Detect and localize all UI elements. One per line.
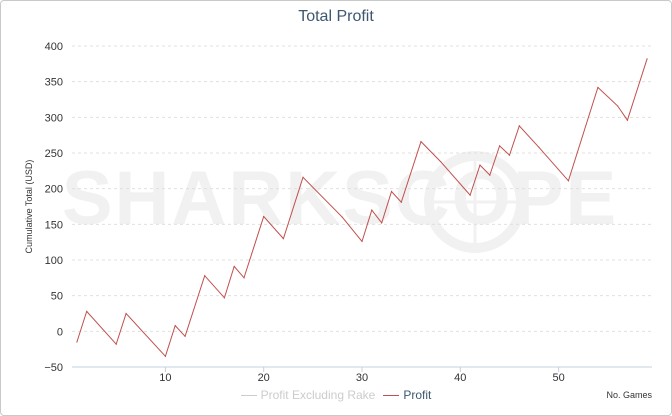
data-point (204, 275, 206, 277)
data-point (223, 297, 225, 299)
data-point (125, 312, 127, 315)
data-point (233, 265, 235, 268)
x-tick-label: 30 (356, 372, 368, 384)
y-tick-label: 200 (45, 184, 63, 196)
data-point (174, 325, 176, 327)
data-point (538, 146, 540, 148)
y-tick-label: 150 (45, 219, 63, 231)
data-point (469, 194, 471, 196)
data-point (567, 180, 570, 182)
series-layer (76, 58, 648, 358)
legend-label-profit-excluding-rake: Profit Excluding Rake (260, 388, 376, 402)
data-point (518, 125, 520, 127)
legend-item-profit-excluding-rake[interactable]: Profit Excluding Rake (240, 388, 376, 402)
data-point (371, 209, 373, 211)
sharkscope-watermark: SHARKSCOPE (62, 151, 618, 253)
y-tick-label: 250 (45, 148, 63, 160)
y-tick-label: 300 (45, 112, 63, 124)
y-tick-label: −50 (44, 362, 63, 374)
data-point (646, 58, 648, 60)
data-point (341, 216, 343, 218)
svg-text:SHARKSCOPE: SHARKSCOPE (62, 156, 618, 241)
legend-swatch-profit (383, 394, 400, 396)
data-point (390, 190, 393, 193)
data-point (508, 154, 511, 156)
y-tick-label: 350 (45, 77, 63, 89)
data-point (361, 240, 363, 243)
data-point (499, 145, 501, 147)
data-point (164, 355, 166, 357)
data-point (381, 222, 383, 224)
x-axis-ticks: 10 20 30 40 50 (159, 367, 565, 384)
x-tick-label: 20 (258, 372, 270, 384)
data-point (420, 140, 422, 143)
chart-title: Total Profit (298, 8, 374, 25)
legend-item-profit[interactable]: Profit (383, 388, 431, 402)
x-tick-label: 50 (552, 372, 564, 384)
data-point (282, 238, 284, 240)
data-point (184, 335, 186, 337)
series-line-profit[interactable] (76, 58, 648, 358)
x-tick-label: 10 (159, 372, 171, 384)
data-point (76, 341, 78, 343)
data-point (440, 160, 442, 163)
x-axis-label: No. Games (606, 390, 652, 400)
y-tick-label: 50 (51, 291, 63, 303)
data-point (489, 174, 491, 176)
y-tick-label: 400 (45, 41, 63, 53)
legend-swatch-profit-excluding-rake (240, 394, 257, 396)
data-point (479, 164, 481, 166)
data-point (626, 119, 629, 121)
data-point (400, 201, 402, 203)
data-point (616, 105, 619, 107)
data-point (263, 215, 265, 218)
y-axis-ticks: −50 0 50 100 150 200 250 300 350 400 (44, 41, 63, 374)
data-point (597, 86, 599, 88)
y-tick-label: 0 (57, 326, 63, 338)
x-tick-label: 40 (454, 372, 466, 384)
legend-label-profit: Profit (403, 388, 432, 402)
data-point (302, 176, 304, 178)
data-point (86, 310, 88, 312)
y-tick-label: 100 (45, 255, 63, 267)
data-point (243, 277, 245, 279)
y-axis-label: Cumulative Total (USD) (24, 160, 34, 254)
data-point (115, 343, 117, 345)
legend: Profit Excluding Rake Profit (0, 388, 672, 402)
